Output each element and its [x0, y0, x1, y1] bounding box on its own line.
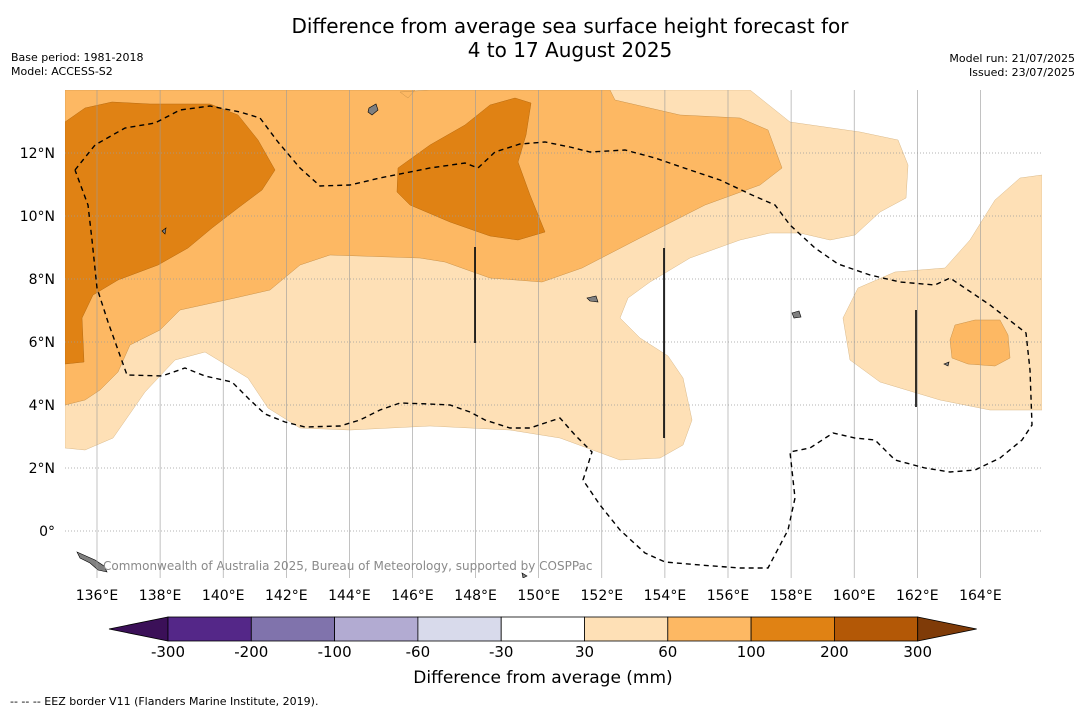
lon-tick-label: 160°E — [833, 588, 876, 604]
lon-tick-label: 158°E — [770, 588, 813, 604]
colorbar-segment — [750, 616, 835, 642]
latitude-labels: 12°N 10°N 8°N 6°N 4°N 2°N 0° — [20, 146, 55, 540]
island-7 — [521, 572, 528, 578]
colorbar-tick-label: 200 — [820, 643, 849, 661]
colorbar-segment — [834, 616, 919, 642]
lon-tick-label: 146°E — [391, 588, 434, 604]
colorbar-tick-label: -200 — [234, 643, 269, 661]
colorbar-segment — [417, 616, 502, 642]
lon-tick-label: 164°E — [959, 588, 1002, 604]
chart-title: Difference from average sea surface heig… — [0, 14, 1085, 62]
colorbar-segment — [667, 616, 752, 642]
island-1 — [367, 103, 379, 116]
lon-tick-label: 148°E — [454, 588, 497, 604]
anomaly-60-100-east — [949, 319, 1011, 367]
colorbar — [108, 616, 977, 642]
lon-tick-label: 138°E — [139, 588, 182, 604]
colorbar-tick-label: -300 — [150, 643, 186, 661]
island-2 — [161, 227, 167, 235]
island-3 — [586, 295, 599, 303]
colorbar-segment — [500, 616, 585, 642]
island-4 — [791, 310, 802, 319]
lon-tick-label: 152°E — [581, 588, 624, 604]
title-line-1: Difference from average sea surface heig… — [291, 14, 849, 38]
colorbar-extend-low — [108, 616, 169, 642]
meta-left: Base period: 1981-2018 Model: ACCESS-S2 — [11, 51, 143, 79]
colorbar-tick-label: 300 — [903, 643, 933, 661]
meta-right: Model run: 21/07/2025 Issued: 23/07/2025 — [949, 52, 1075, 80]
issued-date: Issued: 23/07/2025 — [968, 66, 1075, 79]
colorbar-title: Difference from average (mm) — [413, 668, 673, 688]
colorbar-segment — [334, 616, 419, 642]
title-line-2: 4 to 17 August 2025 — [467, 38, 673, 62]
map-area — [65, 90, 1042, 578]
lon-tick-label: 150°E — [517, 588, 560, 604]
lon-tick-label: 144°E — [328, 588, 371, 604]
colorbar-tick-label: 30 — [574, 643, 595, 661]
longitude-labels: 136°E 138°E 140°E 142°E 144°E 146°E 148°E 150°E… — [76, 588, 1002, 604]
anomaly-100-200-west — [65, 101, 276, 365]
model-run: Model run: 21/07/2025 — [949, 52, 1075, 65]
islands — [76, 103, 950, 578]
lat-tick-label: 8°N — [29, 272, 55, 288]
lon-tick-label: 142°E — [265, 588, 308, 604]
colorbar-tick-label: -30 — [488, 643, 514, 661]
colorbar-tick-label: 100 — [736, 643, 766, 661]
colorbar-segment — [167, 616, 252, 642]
lon-tick-label: 154°E — [644, 588, 687, 604]
colorbar-segment — [250, 616, 336, 642]
base-period: Base period: 1981-2018 — [11, 51, 144, 64]
lon-tick-label: 140°E — [202, 588, 245, 604]
lat-tick-label: 2°N — [29, 461, 55, 477]
anomaly-100-200-central — [396, 97, 546, 241]
island-5 — [943, 361, 950, 367]
model-name: Model: ACCESS-S2 — [11, 65, 113, 78]
colorbar-tick-label: -60 — [405, 643, 431, 661]
colorbar-segment — [584, 616, 669, 642]
lat-tick-label: 4°N — [29, 398, 55, 414]
lat-tick-label: 12°N — [20, 146, 55, 162]
lat-tick-label: 0° — [39, 524, 55, 540]
lat-tick-label: 10°N — [20, 209, 55, 225]
colorbar-extend-high — [917, 616, 977, 642]
colorbar-tick-label: 60 — [658, 643, 678, 661]
footer-note: -- -- -- EEZ border V11 (Flanders Marine… — [10, 695, 319, 708]
lon-tick-label: 156°E — [707, 588, 750, 604]
island-6 — [76, 551, 108, 573]
copyright-credit: Commonwealth of Australia 2025, Bureau o… — [103, 559, 593, 573]
lat-tick-label: 6°N — [29, 335, 55, 351]
lon-tick-label: 162°E — [896, 588, 939, 604]
colorbar-tick-label: -100 — [317, 643, 352, 661]
lon-tick-label: 136°E — [76, 588, 119, 604]
